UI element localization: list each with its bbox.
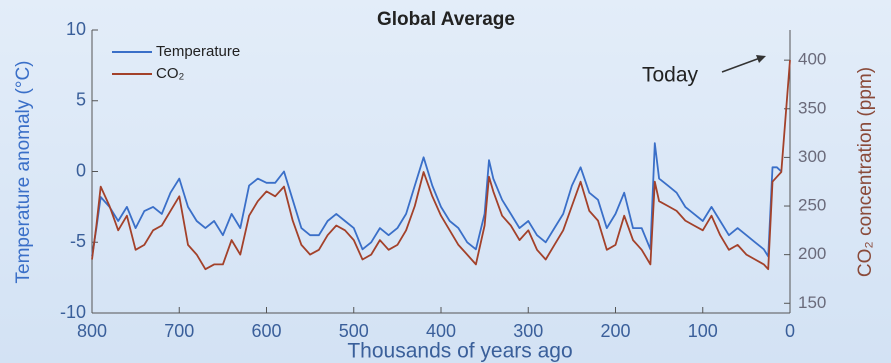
y2-tick-label: 200	[798, 244, 826, 263]
legend-label: Temperature	[156, 43, 240, 60]
x-tick-label: 200	[600, 321, 630, 341]
y-tick-label: 10	[66, 19, 86, 39]
data-line	[91, 60, 791, 271]
legend-label: CO₂	[156, 65, 185, 82]
chart-title: Global Average	[377, 9, 515, 30]
x-tick-label: 300	[513, 321, 543, 341]
y2-tick-label: 350	[798, 98, 826, 117]
y2-tick-label: 250	[798, 196, 826, 215]
arrow-head	[756, 55, 766, 63]
annotation-arrow	[721, 57, 761, 73]
y-tick-label: 5	[76, 90, 86, 110]
y2-axis-label: CO₂ concentration (ppm)	[855, 67, 876, 277]
x-tick-label: 700	[164, 321, 194, 341]
data-line	[91, 142, 782, 258]
y2-tick-label: 400	[798, 50, 826, 69]
y2-tick-label: 300	[798, 147, 826, 166]
y-axis-label: Temperature anomaly (°C)	[13, 60, 34, 283]
y-tick-label: -5	[70, 231, 86, 251]
x-tick-label: 800	[77, 321, 107, 341]
x-axis-label: Thousands of years ago	[347, 340, 572, 363]
y-tick-label: 0	[76, 160, 86, 180]
x-tick-label: 400	[426, 321, 456, 341]
x-tick-label: 100	[688, 321, 718, 341]
x-tick-label: 0	[785, 321, 795, 341]
annotation: Today	[642, 64, 699, 87]
y2-tick-label: 150	[798, 293, 826, 312]
y-tick-label: -10	[60, 302, 86, 322]
x-tick-label: 600	[251, 321, 281, 341]
x-tick-label: 500	[339, 321, 369, 341]
